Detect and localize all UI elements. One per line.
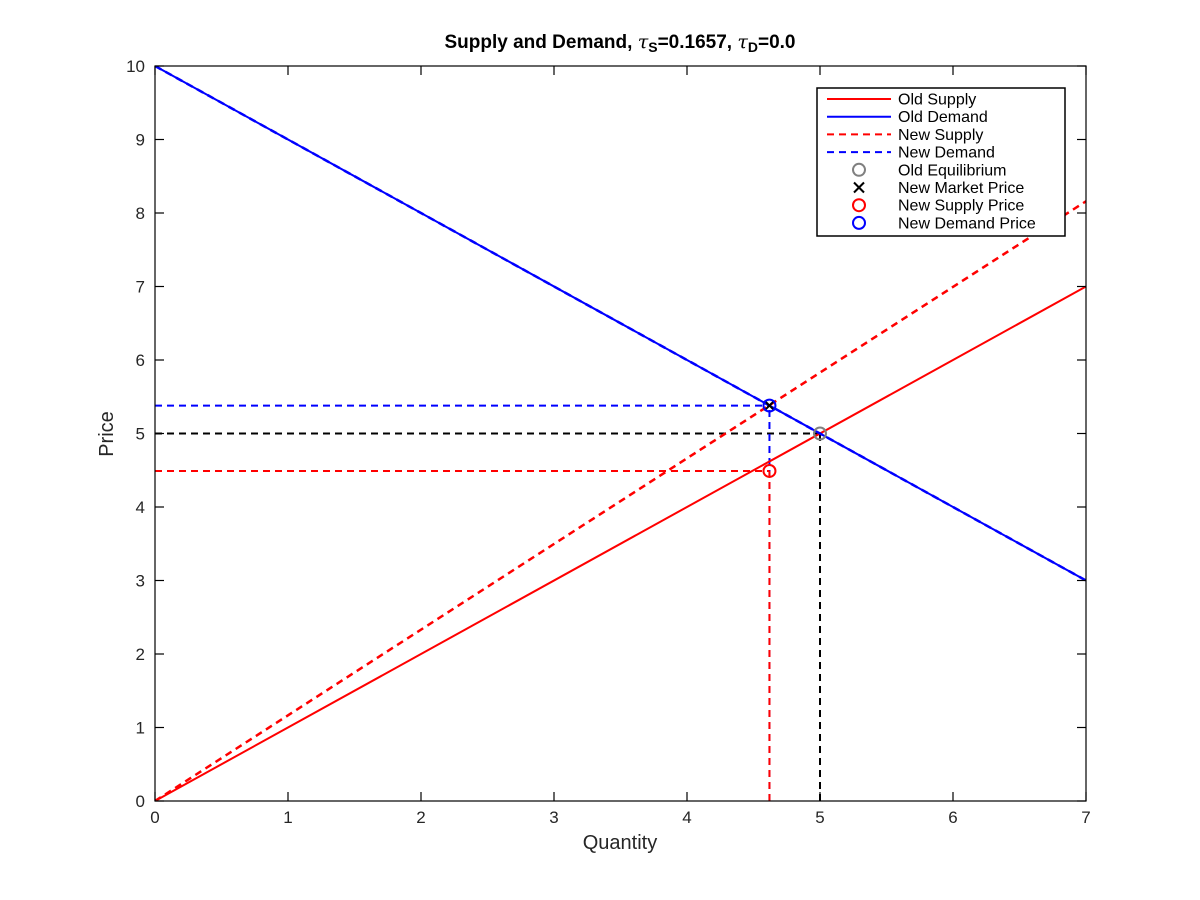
y-tick-label-2: 2 (136, 645, 145, 664)
legend-swatch-new-market-price (853, 181, 865, 194)
y-tick-label-7: 7 (136, 278, 145, 297)
legend-label-new-supply-price: New Supply Price (898, 198, 1024, 215)
x-axis-ticks: 0 1 2 3 4 5 6 7 (150, 66, 1091, 827)
point-new-demand-price (762, 398, 777, 413)
legend-entry-new-supply: New Supply (827, 127, 983, 144)
y-tick-label-8: 8 (136, 204, 145, 223)
legend-swatch-new-supply-price (852, 198, 866, 213)
x-tick-label-3: 3 (549, 808, 558, 827)
point-new-supply-price (762, 463, 777, 478)
series-lines (155, 66, 1086, 801)
x-tick-label-5: 5 (815, 808, 824, 827)
legend-label-new-demand: New Demand (898, 145, 995, 162)
title-tau-d-value: =0.0 (758, 32, 796, 53)
series-new-supply (155, 200, 1086, 801)
title-prefix: Supply and Demand, (445, 32, 638, 53)
y-axis-label: Price (96, 411, 118, 457)
chart-title: Supply and Demand, τS=0.1657, τD=0.0 (445, 31, 796, 55)
y-tick-label-3: 3 (136, 572, 145, 591)
guide-lines (155, 404, 821, 801)
title-tau-s-subscript: S (648, 39, 657, 55)
legend-label-new-demand-price: New Demand Price (898, 215, 1036, 232)
y-axis-ticks: 0 1 2 3 4 5 6 7 8 9 10 (126, 57, 1086, 811)
y-tick-label-9: 9 (136, 131, 145, 150)
y-tick-label-5: 5 (136, 425, 145, 444)
point-new-market-price (763, 399, 776, 412)
x-tick-label-7: 7 (1081, 808, 1090, 827)
x-tick-label-4: 4 (682, 808, 691, 827)
legend-entry-old-equilibrium: Old Equilibrium (852, 162, 1006, 179)
title-tau-s-value: =0.1657, (658, 32, 738, 53)
x-tick-label-0: 0 (150, 808, 159, 827)
point-markers (762, 398, 827, 478)
x-axis-label: Quantity (583, 832, 657, 854)
legend-swatch-new-market-price-stroke-b (853, 181, 865, 194)
series-old-supply (155, 285, 1086, 801)
series-new-demand (155, 66, 1086, 582)
y-tick-label-4: 4 (136, 498, 145, 517)
y-tick-label-6: 6 (136, 351, 145, 370)
title-tau-s-symbol: τ (638, 31, 649, 53)
legend-label-new-market-price: New Market Price (898, 180, 1024, 197)
y-tick-label-0: 0 (136, 792, 145, 811)
legend-swatch-new-demand-price (852, 215, 866, 230)
legend-label-old-supply: Old Supply (898, 92, 976, 109)
x-tick-label-2: 2 (416, 808, 425, 827)
legend-swatch-old-equilibrium (852, 162, 866, 177)
legend-label-new-supply: New Supply (898, 127, 983, 144)
title-tau-d-symbol: τ (737, 31, 748, 53)
point-new-market-price-stroke-b (763, 399, 776, 412)
legend-label-old-demand: Old Demand (898, 109, 988, 126)
y-tick-label-10: 10 (126, 57, 145, 76)
legend-entry-old-demand: Old Demand (827, 109, 988, 126)
legend-entry-new-demand: New Demand (827, 145, 995, 162)
legend-entry-new-market-price: New Market Price (853, 180, 1024, 197)
legend-label-old-equilibrium: Old Equilibrium (898, 162, 1006, 179)
legend-entry-old-supply: Old Supply (827, 92, 976, 109)
x-tick-label-6: 6 (948, 808, 957, 827)
point-old-equilibrium (813, 426, 827, 441)
legend-entry-new-demand-price: New Demand Price (852, 215, 1036, 232)
legend-entry-new-supply-price: New Supply Price (852, 198, 1024, 215)
x-tick-label-1: 1 (283, 808, 292, 827)
y-tick-label-1: 1 (136, 719, 145, 738)
title-tau-d-subscript: D (748, 39, 758, 55)
